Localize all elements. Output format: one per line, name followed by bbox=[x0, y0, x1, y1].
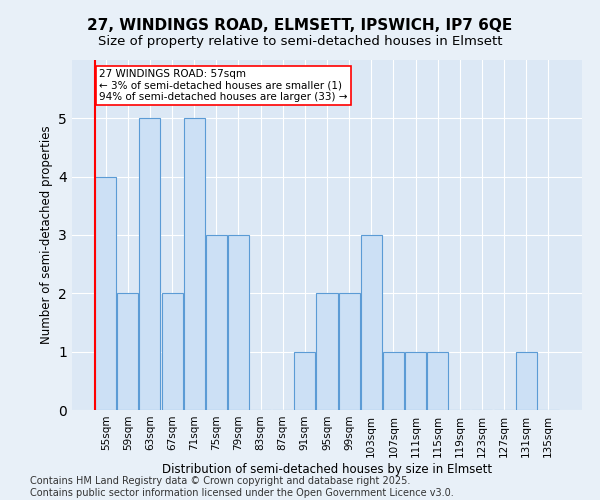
Bar bbox=[383, 352, 404, 410]
Bar bbox=[95, 176, 116, 410]
Text: Contains HM Land Registry data © Crown copyright and database right 2025.
Contai: Contains HM Land Registry data © Crown c… bbox=[30, 476, 454, 498]
Bar bbox=[228, 235, 249, 410]
Bar bbox=[361, 235, 382, 410]
Text: 27, WINDINGS ROAD, ELMSETT, IPSWICH, IP7 6QE: 27, WINDINGS ROAD, ELMSETT, IPSWICH, IP7… bbox=[88, 18, 512, 32]
Bar bbox=[139, 118, 160, 410]
Bar bbox=[206, 235, 227, 410]
Bar bbox=[515, 352, 536, 410]
Y-axis label: Number of semi-detached properties: Number of semi-detached properties bbox=[40, 126, 53, 344]
Bar bbox=[161, 294, 182, 410]
Bar bbox=[338, 294, 359, 410]
Text: 27 WINDINGS ROAD: 57sqm
← 3% of semi-detached houses are smaller (1)
94% of semi: 27 WINDINGS ROAD: 57sqm ← 3% of semi-det… bbox=[99, 69, 347, 102]
Bar bbox=[405, 352, 426, 410]
Bar bbox=[118, 294, 139, 410]
Text: Size of property relative to semi-detached houses in Elmsett: Size of property relative to semi-detach… bbox=[98, 35, 502, 48]
X-axis label: Distribution of semi-detached houses by size in Elmsett: Distribution of semi-detached houses by … bbox=[162, 462, 492, 475]
Bar bbox=[295, 352, 316, 410]
Bar bbox=[427, 352, 448, 410]
Bar bbox=[184, 118, 205, 410]
Bar bbox=[316, 294, 338, 410]
